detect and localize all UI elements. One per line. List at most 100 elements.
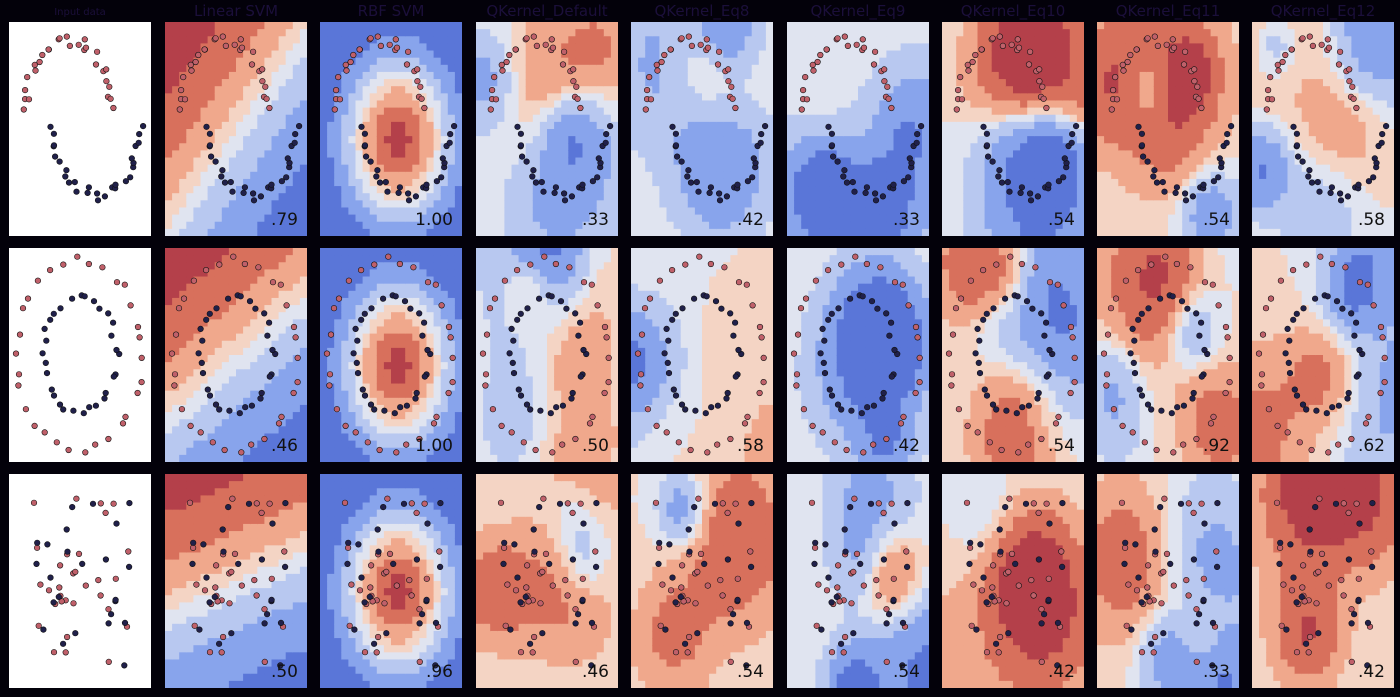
contour-cell [1189,86,1197,94]
contour-cell [207,50,216,59]
contour-cell [440,171,449,180]
contour-cell [362,171,371,180]
contour-cell [243,136,251,144]
contour-cell [1280,136,1289,144]
contour-cell [751,221,760,230]
contour-cell [596,186,605,194]
contour-cell [539,129,548,137]
contour-cell [1034,228,1042,236]
contour-cell [1125,143,1134,151]
data-point [906,155,913,162]
contour-cell [1005,171,1014,180]
contour-cell [193,114,202,123]
contour-cell [716,136,724,144]
contour-cell [405,157,413,166]
contour-cell [376,114,385,123]
contour-cell [369,164,378,173]
contour-cell [907,121,916,130]
contour-cell [1175,50,1183,59]
contour-cell [998,86,1007,94]
data-point [47,123,54,130]
contour-cell [299,107,307,116]
contour-cell [440,71,449,80]
contour-cell [412,164,420,173]
contour-cell [687,93,696,102]
contour-cell [1118,29,1126,37]
contour-cell [858,214,866,223]
contour-cell [716,43,724,52]
contour-cell [447,214,456,223]
contour-cell [801,178,809,187]
contour-cell [886,86,895,94]
contour-cell [751,50,760,59]
contour-cell [483,171,491,180]
contour-cell [1315,93,1324,102]
contour-cell [765,29,773,37]
contour-cell [1182,57,1190,66]
contour-cell [1153,86,1162,94]
contour-cell [744,114,753,123]
contour-cell [787,29,795,37]
contour-cell [214,22,223,30]
contour-cell [243,93,251,102]
contour-cell [1266,171,1274,180]
contour-cell [998,200,1007,209]
contour-cell [504,200,513,209]
contour-cell [412,29,420,37]
contour-cell [963,22,971,30]
contour-cell [250,93,258,102]
contour-cell [376,186,385,194]
data-point [178,86,185,94]
contour-cell [758,157,767,166]
contour-cell [547,171,555,180]
contour-cell [744,200,753,209]
contour-cell [1160,193,1169,201]
contour-cell [264,100,273,109]
contour-cell [1027,86,1035,94]
contour-cell [299,86,307,94]
contour-cell [1210,121,1219,130]
contour-cell [794,136,802,144]
contour-cell [977,64,986,73]
contour-cell [582,150,591,159]
contour-cell [497,100,505,109]
contour-cell [603,50,612,59]
contour-cell [1217,150,1226,159]
contour-cell [483,64,491,73]
contour-cell [984,50,993,59]
contour-cell [808,107,816,116]
contour-cell [1175,43,1183,52]
contour-cell [1301,207,1310,216]
contour-cell [998,50,1007,59]
contour-cell [271,93,280,102]
data-point [418,95,425,102]
data-point [136,130,143,138]
contour-cell [1104,193,1112,201]
contour-cell [1027,29,1035,37]
contour-cell [808,93,816,102]
contour-cell [1034,22,1042,30]
data-point [980,123,987,130]
contour-cell [1153,186,1162,194]
contour-cell [709,93,717,102]
contour-cell [893,150,902,159]
contour-cell [709,207,717,216]
contour-cell [645,64,653,73]
contour-cell [376,207,385,216]
contour-cell [1139,36,1148,44]
contour-cell [914,93,923,102]
contour-cell [751,64,760,73]
contour-cell [687,186,696,194]
contour-cell [900,150,909,159]
contour-cell [1175,150,1183,159]
contour-cell [900,193,909,201]
contour-cell [730,100,739,109]
contour-cell [214,193,223,201]
contour-cell [165,64,173,73]
contour-cell [1189,121,1197,130]
contour-cell [539,200,548,209]
contour-cell [348,214,357,223]
contour-cell [348,129,357,137]
contour-cell [433,171,442,180]
contour-cell [850,200,859,209]
